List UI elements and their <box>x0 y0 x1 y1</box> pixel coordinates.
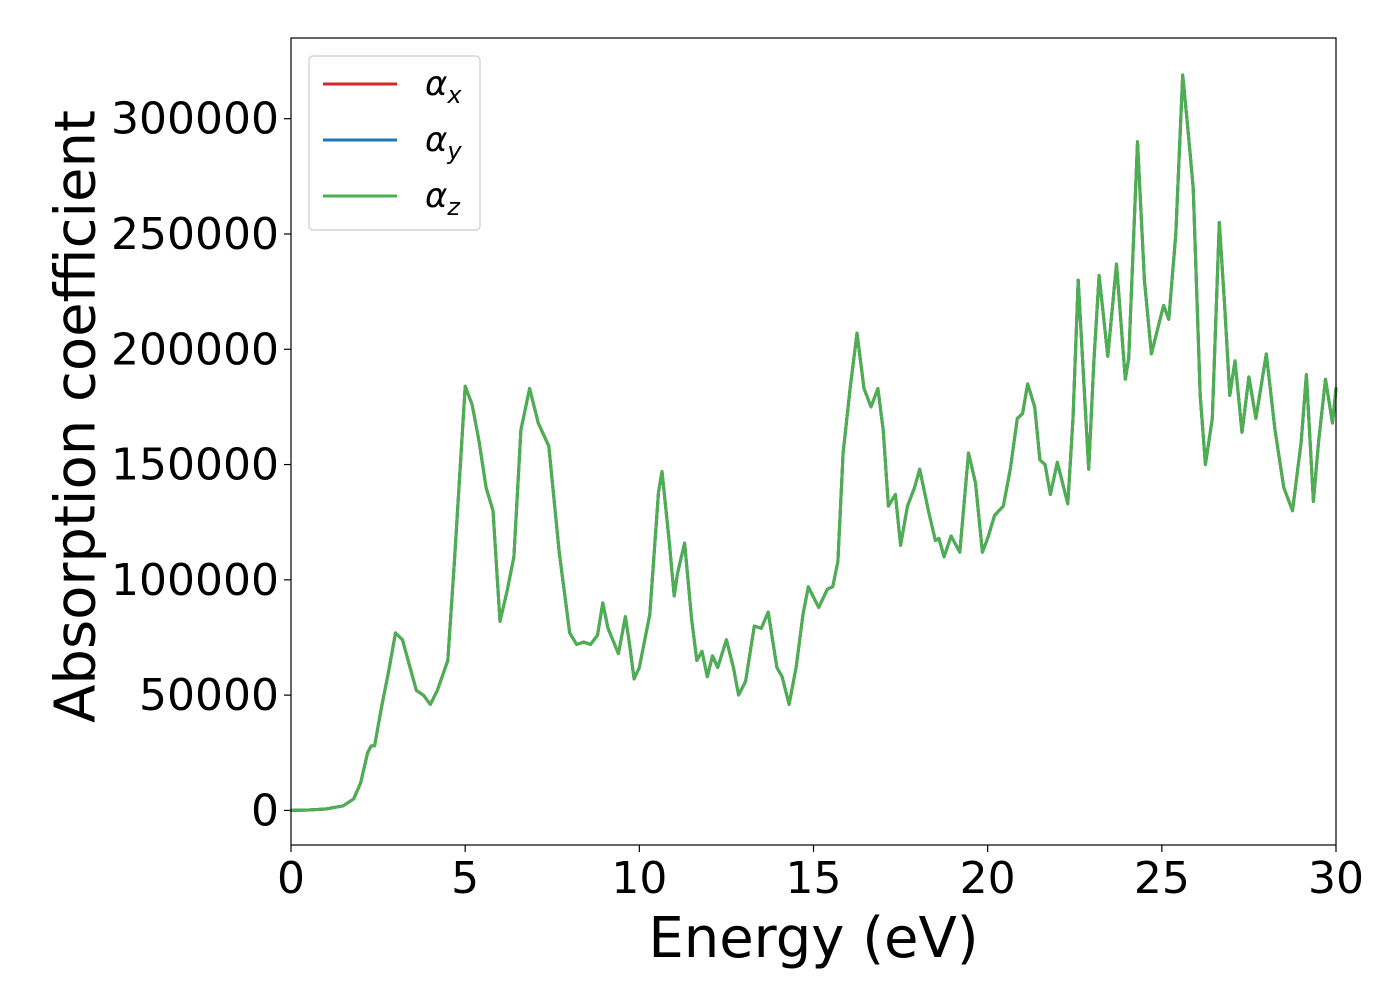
series-lines <box>289 73 1338 812</box>
y-tick-label: 200000 <box>111 324 279 375</box>
y-tick-label: 300000 <box>111 94 279 145</box>
y-axis-ticks: 0 50000 100000 150000 200000 250000 300000 <box>111 94 291 836</box>
x-tick-label: 5 <box>451 853 479 904</box>
x-tick-label: 20 <box>960 853 1016 904</box>
x-axis-ticks: 0 5 10 15 20 25 30 <box>277 845 1364 904</box>
y-axis-title: Absorption coefficient <box>44 110 109 723</box>
x-tick-label: 10 <box>611 853 667 904</box>
x-tick-label: 30 <box>1308 853 1364 904</box>
y-tick-label: 0 <box>251 785 279 836</box>
x-tick-label: 15 <box>786 853 842 904</box>
y-tick-label: 100000 <box>111 555 279 606</box>
x-axis-title: Energy (eV) <box>648 906 978 971</box>
y-tick-label: 50000 <box>139 670 279 721</box>
legend-box <box>308 55 481 231</box>
series-line-z <box>289 73 1338 812</box>
x-tick-label: 25 <box>1134 853 1190 904</box>
y-tick-label: 150000 <box>111 440 279 491</box>
y-tick-label: 250000 <box>111 209 279 260</box>
x-tick-label: 0 <box>277 853 305 904</box>
plot-frame <box>290 37 1337 846</box>
